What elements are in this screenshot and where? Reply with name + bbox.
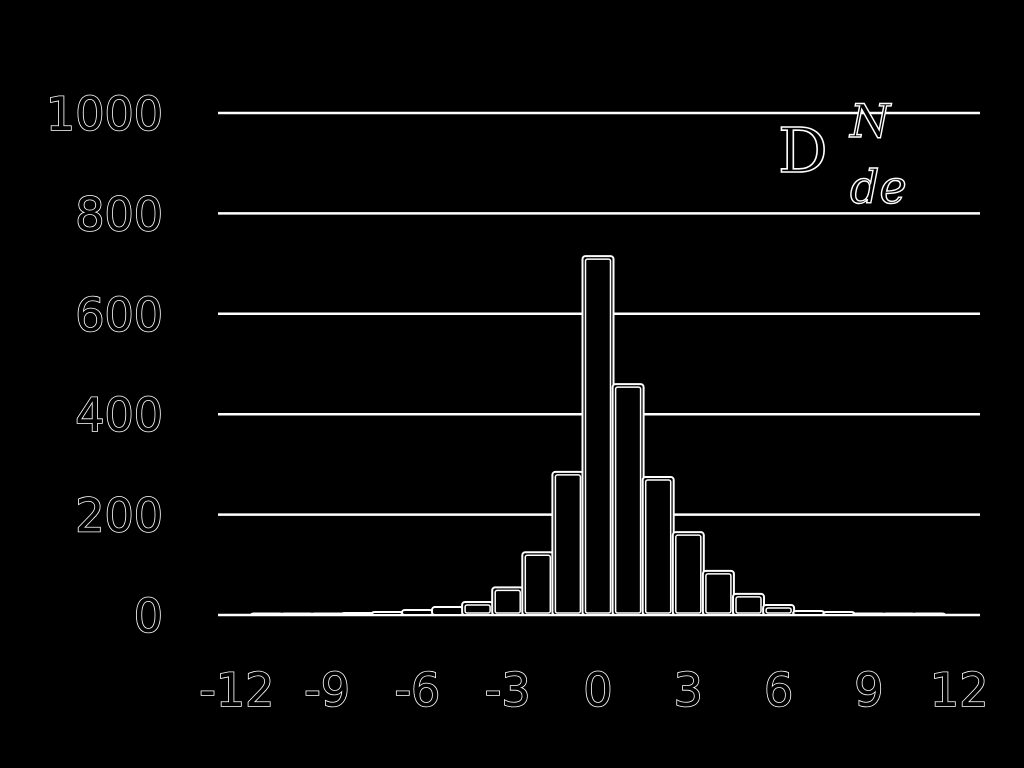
bar [762, 603, 796, 617]
x-tick-label: -12 [199, 663, 274, 717]
x-tick-label: 0 [583, 663, 612, 717]
bar-outline [912, 612, 946, 616]
bar [611, 383, 645, 616]
bar-outline [822, 610, 856, 616]
x-tick-label: -9 [304, 663, 350, 717]
bar-outline [581, 255, 615, 616]
bar-inner-outline [464, 604, 491, 614]
x-tick-label: -3 [485, 663, 531, 717]
x-tick-label: 6 [764, 663, 793, 717]
bar [370, 610, 404, 616]
bar [340, 611, 374, 617]
y-tick-label: 400 [75, 388, 163, 442]
bar [852, 612, 886, 617]
bar-outline [431, 605, 464, 617]
bar [912, 612, 946, 616]
y-tick-label: 0 [134, 589, 163, 643]
y-tick-label: 600 [75, 288, 163, 342]
bar [641, 475, 675, 617]
bar [732, 592, 765, 617]
bar-outline [671, 531, 705, 616]
legend: D N de [777, 93, 907, 214]
bar-outline [491, 586, 525, 617]
bar-outline [310, 612, 344, 616]
legend-label-superscript: N [849, 94, 892, 148]
bar-inner-outline [584, 258, 612, 614]
bar-outline [280, 612, 314, 616]
bar [701, 569, 735, 616]
x-tick-label: 3 [674, 663, 703, 717]
y-axis-tick-labels: 0 200 400 600 800 1000 [45, 86, 164, 644]
bar [280, 612, 314, 616]
bar [400, 608, 434, 616]
bar-outline [852, 612, 886, 617]
legend-label-main: D [778, 114, 828, 187]
bar [882, 612, 916, 616]
bar [521, 551, 555, 616]
bar [461, 600, 495, 616]
x-axis-tick-labels: -12 -9 -6 -3 0 3 6 9 12 [198, 662, 989, 718]
bar-outline [882, 612, 916, 616]
bar [250, 612, 284, 616]
bar-outline [701, 569, 735, 616]
bar [671, 531, 705, 616]
bar [822, 610, 856, 616]
bar-outline [551, 470, 585, 616]
bar-outline [370, 610, 404, 616]
bar-outline [611, 383, 645, 616]
bar-inner-outline [614, 386, 642, 614]
bar-outline [521, 551, 555, 616]
bar-inner-outline [524, 554, 552, 614]
bar-inner-outline [735, 596, 762, 614]
bar [431, 605, 464, 617]
y-tick-label: 200 [75, 489, 163, 543]
x-tick-label: 9 [854, 663, 883, 717]
bars [250, 255, 946, 617]
bar-outline [340, 611, 374, 617]
bar [581, 255, 615, 616]
bar-outline [250, 612, 284, 616]
y-tick-label: 800 [75, 187, 163, 241]
bar [310, 612, 344, 616]
bar-outline [641, 475, 675, 617]
bar-inner-outline [644, 479, 672, 614]
bar-inner-outline [554, 474, 582, 614]
x-tick-label: 12 [930, 663, 989, 717]
bar-inner-outline [705, 573, 732, 614]
bar-inner-outline [675, 534, 702, 614]
bar [551, 470, 585, 616]
legend-label-subscript: de [850, 160, 907, 214]
bar [792, 609, 826, 617]
bar-outline [400, 608, 434, 616]
bar-inner-outline [494, 589, 521, 614]
bar-inner-outline [765, 607, 792, 614]
bar [491, 586, 525, 617]
bar-outline [792, 609, 826, 617]
y-tick-label: 1000 [46, 87, 163, 141]
x-tick-label: -6 [394, 663, 440, 717]
